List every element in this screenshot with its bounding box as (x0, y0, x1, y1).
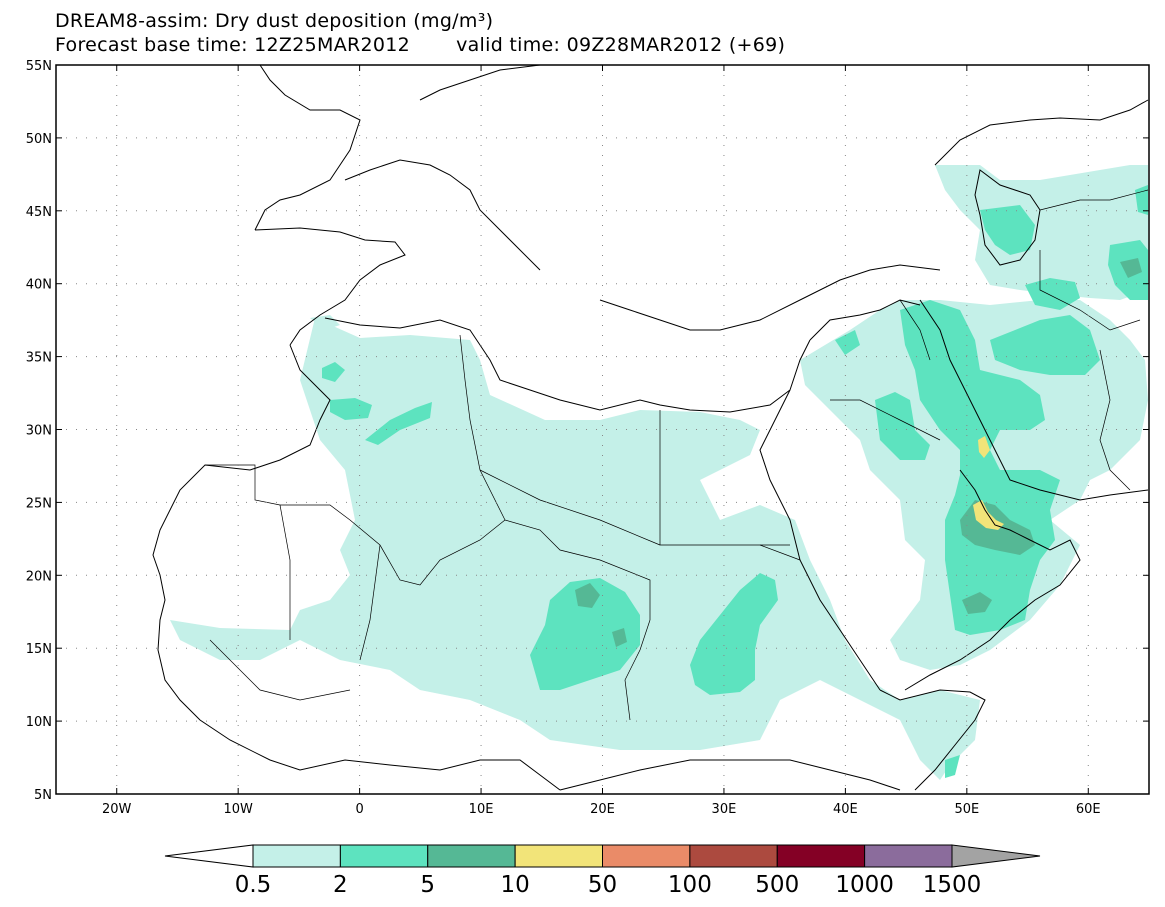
lat-label: 5N (34, 788, 52, 803)
country-borders (205, 189, 1149, 721)
colorbar-label: 2 (333, 872, 348, 898)
map-title: DREAM8-assim: Dry dust deposition (mg/m³… (55, 10, 494, 32)
lat-label: 45N (26, 205, 52, 220)
colorbar-label: 1000 (835, 872, 894, 898)
plot-area (152, 65, 1149, 791)
lat-label: 20N (26, 569, 52, 584)
colorbar-segment (776, 844, 866, 868)
lon-label: 10W (223, 802, 253, 817)
colorbar-segment (514, 844, 603, 868)
lon-label: 50E (954, 802, 979, 817)
map-subtitle: Forecast base time: 12Z25MAR2012 valid ti… (55, 34, 785, 56)
lat-label: 55N (26, 59, 52, 74)
colorbar-label: 0.5 (235, 872, 272, 898)
colorbar-segment (689, 844, 778, 868)
colorbar-label: 10 (500, 872, 529, 898)
colorbar-low-arrow (164, 844, 254, 868)
colorbar-segment (252, 844, 341, 868)
coastlines (152, 65, 1149, 791)
lon-label: 30E (712, 802, 737, 817)
colorbar-label: 500 (755, 872, 799, 898)
colorbar-label: 50 (588, 872, 617, 898)
lat-label: 15N (26, 642, 52, 657)
lat-label: 40N (26, 278, 52, 293)
graticule (56, 65, 1149, 794)
colorbar-segment (339, 844, 429, 868)
lat-label: 25N (26, 496, 52, 511)
forecast-base-time: Forecast base time: 12Z25MAR2012 (55, 34, 411, 56)
colorbar-segment (864, 844, 953, 868)
lon-label: 10E (469, 802, 494, 817)
lon-label: 20W (102, 802, 132, 817)
colorbar-high-arrow (951, 844, 1041, 868)
colorbar-label: 100 (668, 872, 712, 898)
lon-label: 0 (355, 802, 363, 817)
latitude-labels: 55N 50N 45N 40N 35N 30N 25N 20N 15N 10N 5N (26, 59, 1149, 803)
lat-label: 30N (26, 424, 52, 439)
color-bar: 0.5 2 5 10 50 100 500 1000 1500 (164, 844, 1041, 898)
lon-label: 60E (1076, 802, 1101, 817)
colorbar-label: 5 (420, 872, 435, 898)
lon-label: 20E (590, 802, 615, 817)
lat-label: 10N (26, 715, 52, 730)
valid-time: valid time: 09Z28MAR2012 (+69) (456, 34, 786, 56)
colorbar-segment (602, 844, 691, 868)
lat-label: 35N (26, 351, 52, 366)
lon-label: 40E (833, 802, 858, 817)
longitude-labels: 20W 10W 0 10E 20E 30E 40E 50E 60E (102, 65, 1101, 817)
colorbar-segment (427, 844, 516, 868)
colorbar-label: 1500 (923, 872, 982, 898)
lat-label: 50N (26, 132, 52, 147)
